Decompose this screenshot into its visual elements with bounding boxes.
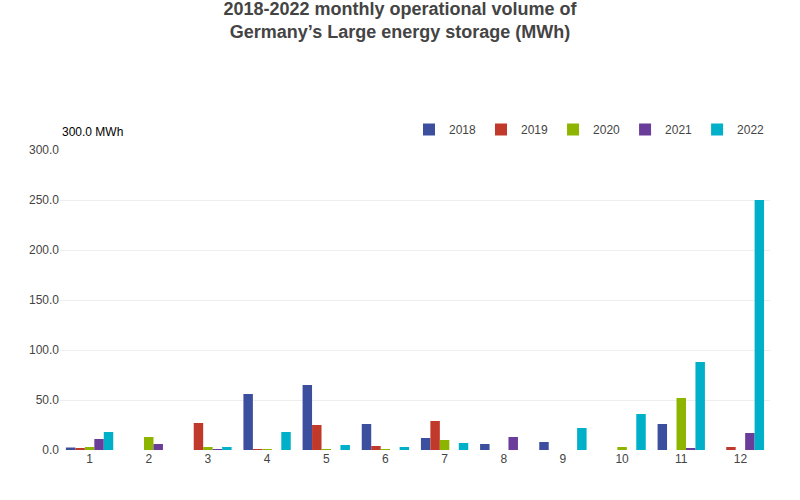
- svg-text:300.0 MWh: 300.0 MWh: [62, 125, 123, 139]
- svg-text:8: 8: [500, 452, 507, 466]
- svg-text:250.0: 250.0: [29, 193, 59, 207]
- svg-text:2018-2022 monthly operational: 2018-2022 monthly operational volume ofG…: [223, 0, 577, 42]
- svg-text:200.0: 200.0: [29, 243, 59, 257]
- svg-text:9: 9: [560, 452, 567, 466]
- svg-text:300.0: 300.0: [29, 143, 59, 157]
- svg-text:2021: 2021: [665, 123, 692, 137]
- svg-text:2: 2: [145, 452, 152, 466]
- svg-text:7: 7: [441, 452, 448, 466]
- svg-text:4: 4: [264, 452, 271, 466]
- svg-text:2019: 2019: [521, 123, 548, 137]
- svg-text:50.0: 50.0: [36, 393, 60, 407]
- svg-text:100.0: 100.0: [29, 343, 59, 357]
- svg-text:3: 3: [205, 452, 212, 466]
- svg-text:12: 12: [734, 452, 748, 466]
- svg-text:2020: 2020: [593, 123, 620, 137]
- svg-text:10: 10: [615, 452, 629, 466]
- svg-text:6: 6: [382, 452, 389, 466]
- svg-text:1: 1: [86, 452, 93, 466]
- svg-text:11: 11: [675, 452, 688, 466]
- svg-text:2018: 2018: [449, 123, 476, 137]
- svg-text:0.0: 0.0: [42, 443, 59, 457]
- svg-text:5: 5: [323, 452, 330, 466]
- svg-text:2022: 2022: [737, 123, 764, 137]
- svg-text:150.0: 150.0: [29, 293, 59, 307]
